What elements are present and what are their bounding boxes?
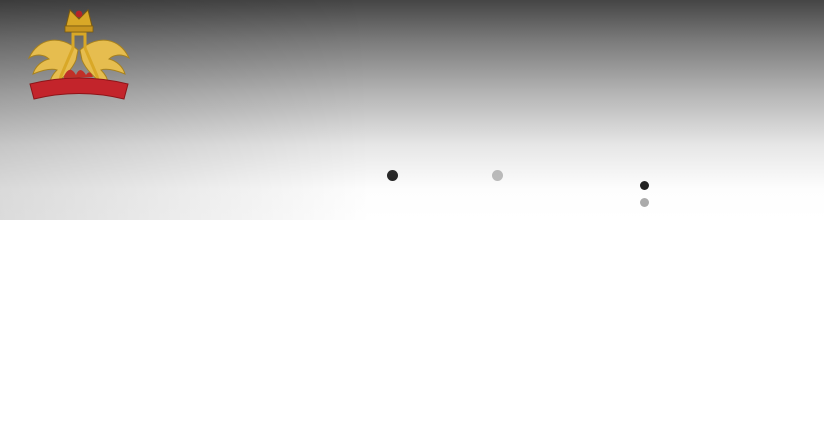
- science-club-logo: [27, 9, 131, 100]
- gray-dot-icon: [640, 198, 649, 207]
- black-dot-icon: [387, 170, 398, 181]
- black-dot-icon: [640, 181, 649, 190]
- legend-no-t-cells: [387, 170, 404, 181]
- legend-hepatocyte: [640, 198, 655, 207]
- ribbon-banner: [29, 77, 129, 100]
- crown-icon: [64, 9, 94, 33]
- gray-dot-icon: [492, 170, 503, 181]
- legend-mm909-24: [640, 181, 655, 190]
- legend-plus-t-cells: [492, 170, 509, 181]
